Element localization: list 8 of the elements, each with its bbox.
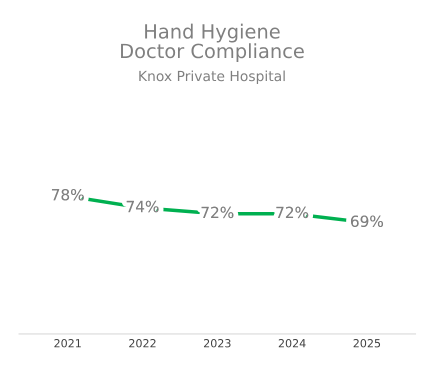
chart-subtitle: Knox Private Hospital [139, 70, 285, 84]
x-tick-label: 2025 [354, 339, 380, 348]
x-tick-label: 2022 [129, 339, 156, 348]
data-label: 78% [52, 188, 84, 201]
chart-title: Hand Hygiene Doctor Compliance [121, 24, 304, 62]
x-tick-label: 2021 [54, 339, 81, 348]
x-tick-label: 2024 [278, 339, 306, 348]
x-tick-label: 2023 [204, 339, 231, 348]
